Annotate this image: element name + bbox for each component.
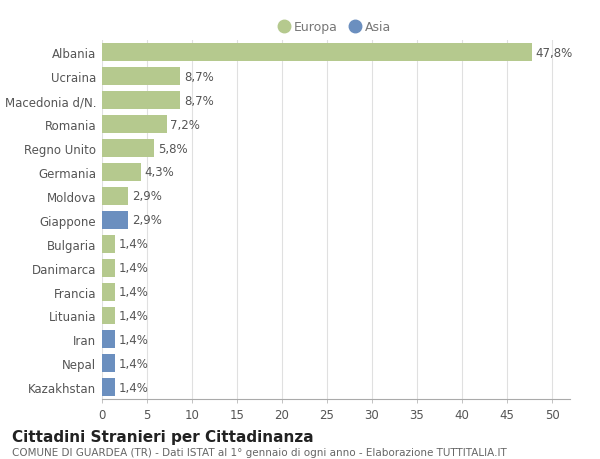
Text: 2,9%: 2,9% [132,214,161,227]
Text: 47,8%: 47,8% [536,47,573,60]
Text: 2,9%: 2,9% [132,190,161,203]
Bar [102,235,115,253]
Legend: Europa, Asia: Europa, Asia [277,17,395,38]
Text: 1,4%: 1,4% [118,357,148,370]
Text: 8,7%: 8,7% [184,71,214,84]
Text: COMUNE DI GUARDEA (TR) - Dati ISTAT al 1° gennaio di ogni anno - Elaborazione TU: COMUNE DI GUARDEA (TR) - Dati ISTAT al 1… [12,448,507,458]
Bar [102,68,181,86]
Bar [102,44,532,62]
Text: 1,4%: 1,4% [118,309,148,322]
Bar [102,116,167,134]
Text: 1,4%: 1,4% [118,238,148,251]
Text: 7,2%: 7,2% [170,118,200,131]
Bar [102,259,115,277]
Bar [102,283,115,301]
Text: 1,4%: 1,4% [118,333,148,346]
Text: 8,7%: 8,7% [184,95,214,107]
Text: 1,4%: 1,4% [118,262,148,274]
Bar [102,164,141,181]
Bar [102,354,115,373]
Bar [102,307,115,325]
Bar [102,140,154,157]
Text: Cittadini Stranieri per Cittadinanza: Cittadini Stranieri per Cittadinanza [12,429,314,444]
Text: 4,3%: 4,3% [145,166,174,179]
Bar [102,330,115,349]
Text: 5,8%: 5,8% [158,142,187,155]
Bar [102,92,181,110]
Bar [102,378,115,396]
Text: 1,4%: 1,4% [118,381,148,394]
Bar [102,187,128,205]
Text: 1,4%: 1,4% [118,285,148,298]
Bar [102,211,128,229]
